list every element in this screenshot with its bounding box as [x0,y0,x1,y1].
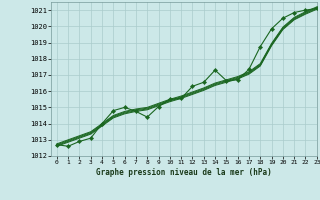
X-axis label: Graphe pression niveau de la mer (hPa): Graphe pression niveau de la mer (hPa) [96,168,272,177]
